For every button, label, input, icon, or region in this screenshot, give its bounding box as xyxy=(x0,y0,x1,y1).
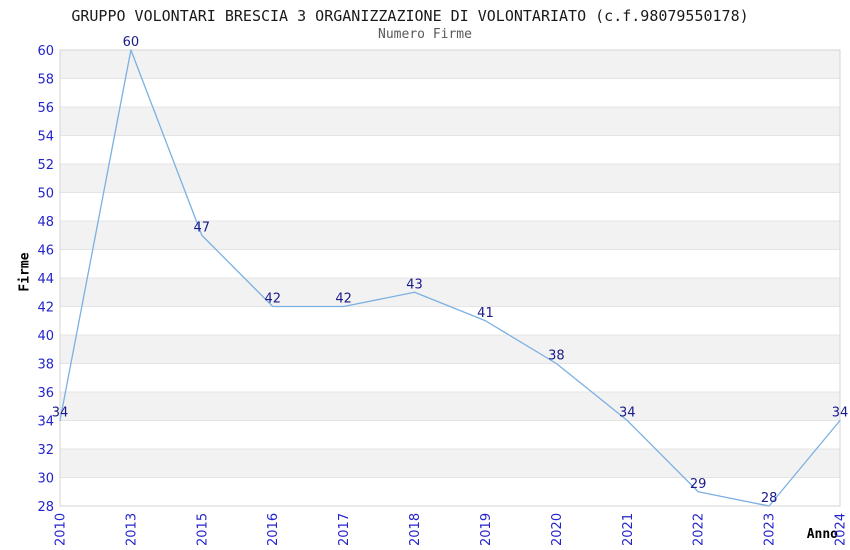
x-axis-title: Anno xyxy=(806,527,838,542)
x-tick-label: 2019 xyxy=(479,513,494,546)
data-label: 42 xyxy=(264,292,281,307)
y-tick-label: 36 xyxy=(37,386,54,401)
data-label: 47 xyxy=(194,220,211,235)
y-tick-label: 30 xyxy=(37,472,54,487)
data-line xyxy=(59,49,841,507)
plot-band xyxy=(60,164,840,193)
plot-band xyxy=(60,392,840,421)
y-tick-label: 28 xyxy=(37,500,54,515)
plot-band xyxy=(60,335,840,364)
x-tick-label: 2020 xyxy=(550,513,565,546)
data-label: 42 xyxy=(335,292,352,307)
y-tick-label: 60 xyxy=(37,44,54,59)
x-tick-label: 2015 xyxy=(195,513,210,546)
data-label: 41 xyxy=(477,306,494,321)
x-tick-label: 2022 xyxy=(692,513,707,546)
data-label: 60 xyxy=(123,35,140,50)
y-tick-label: 56 xyxy=(37,101,54,116)
x-tick-label: 2016 xyxy=(266,513,281,546)
y-tick-label: 40 xyxy=(37,329,54,344)
y-tick-label: 52 xyxy=(37,158,54,173)
chart-title: GRUPPO VOLONTARI BRESCIA 3 ORGANIZZAZION… xyxy=(71,7,749,25)
plot-band xyxy=(60,221,840,250)
y-tick-label: 44 xyxy=(37,272,54,287)
data-label: 43 xyxy=(406,277,423,292)
data-label: 29 xyxy=(690,477,707,492)
y-tick-label: 38 xyxy=(37,358,54,373)
data-label: 34 xyxy=(52,406,69,421)
x-tick-label: 2023 xyxy=(763,513,778,546)
x-tick-label: 2024 xyxy=(834,513,849,546)
plot-border xyxy=(59,49,841,507)
y-tick-label: 34 xyxy=(37,415,54,430)
data-label: 34 xyxy=(619,406,636,421)
x-tick-label: 2013 xyxy=(124,513,139,546)
y-tick-label: 58 xyxy=(37,73,54,88)
y-tick-label: 54 xyxy=(37,130,54,145)
x-tick-label: 2021 xyxy=(621,513,636,546)
x-tick-label: 2018 xyxy=(408,513,423,546)
y-tick-label: 50 xyxy=(37,187,54,202)
y-tick-label: 48 xyxy=(37,215,54,230)
plot-band xyxy=(60,449,840,478)
x-tick-label: 2017 xyxy=(337,513,352,546)
chart-subtitle: Numero Firme xyxy=(378,27,472,42)
y-tick-label: 46 xyxy=(37,244,54,259)
data-label: 34 xyxy=(832,406,849,421)
plot-band xyxy=(60,107,840,136)
x-tick-label: 2010 xyxy=(54,513,69,546)
plot-band xyxy=(60,50,840,79)
data-label: 28 xyxy=(761,491,778,506)
plot-band xyxy=(60,278,840,307)
y-tick-label: 42 xyxy=(37,301,54,316)
y-tick-label: 32 xyxy=(37,443,54,458)
data-label: 38 xyxy=(548,349,565,364)
